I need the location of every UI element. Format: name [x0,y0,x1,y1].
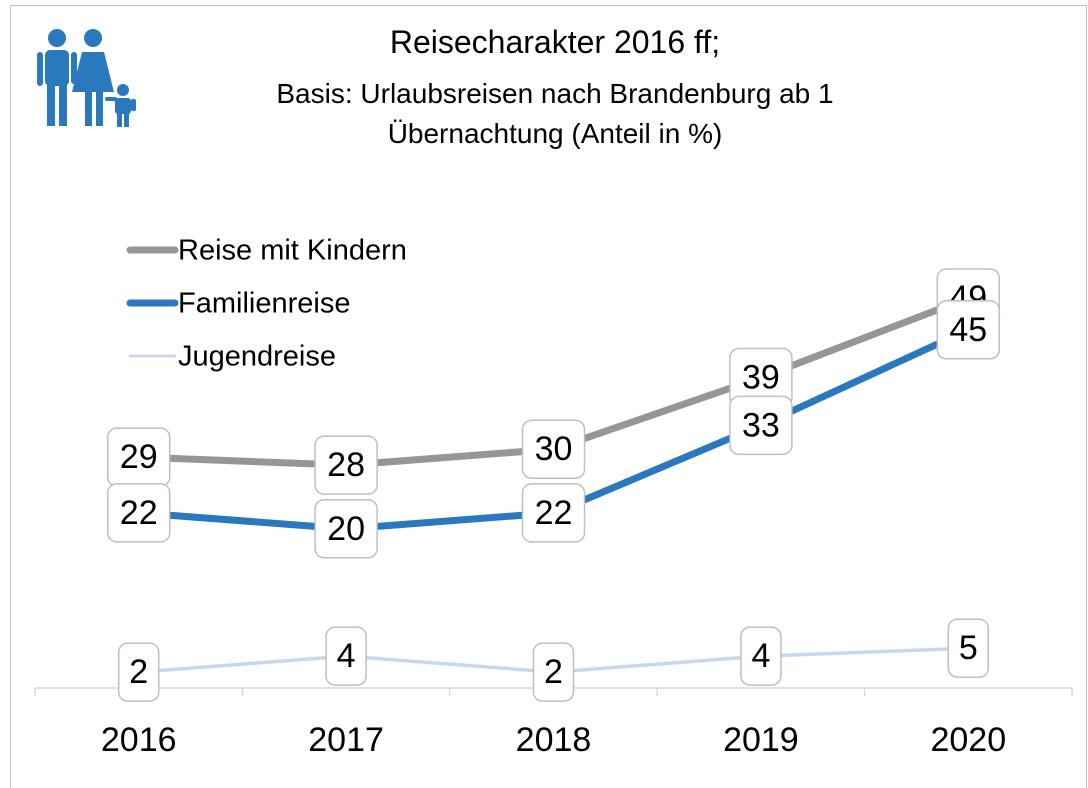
data-label-box: 5 [947,618,990,678]
legend-label: Jugendreise [178,341,336,373]
x-tick-label: 2017 [308,721,384,759]
label-box [532,642,575,702]
data-label-box: 2 [532,642,575,702]
data-label-box: 22 [106,483,171,543]
data-label-box: 39 [729,347,793,408]
chart-title: Reisecharakter 2016 ff; [389,24,721,60]
label-box [947,618,990,678]
data-label-box: 4 [325,626,367,686]
data-label: 28 [327,446,365,484]
label-box [936,300,1001,360]
label-box [325,626,367,686]
x-tick-label: 2020 [930,721,1006,759]
x-tick-label: 2019 [723,721,799,759]
data-label: 4 [751,637,770,675]
data-label-box: 29 [106,427,171,487]
data-label-box: 45 [936,300,1001,360]
x-tick-label: 2018 [516,721,592,759]
data-label: 29 [120,438,158,476]
legend-label: Familienreise [178,288,350,320]
data-label: 2 [129,653,148,691]
data-label: 22 [120,494,158,532]
data-label: 45 [949,311,987,349]
label-box [740,626,782,686]
family-icon [37,29,136,127]
label-box [314,499,378,559]
label-box [521,483,586,543]
label-box [521,419,586,479]
x-tick-label: 2016 [101,721,177,759]
data-label-box: 28 [314,435,378,495]
data-label-box: 22 [521,483,586,543]
label-box [106,483,171,543]
data-label: 20 [327,510,365,548]
data-label: 2 [544,653,563,691]
legend-label: Reise mit Kindern [178,235,407,267]
label-box [117,642,160,702]
chart-subtitle: Basis: Urlaubsreisen nach Brandenburg ab… [276,78,834,149]
data-label-box: 33 [729,395,793,456]
data-label: 4 [337,637,356,675]
data-label-box: 2 [117,642,160,702]
data-label: 39 [742,359,780,397]
data-label: 5 [959,629,978,667]
data-label: 33 [742,406,780,444]
label-box [314,435,378,495]
label-box [729,395,793,456]
data-label: 22 [535,494,573,532]
data-label: 30 [535,430,573,468]
data-label-box: 4 [740,626,782,686]
data-label-box: 30 [521,419,586,479]
data-label-box: 20 [314,499,378,559]
